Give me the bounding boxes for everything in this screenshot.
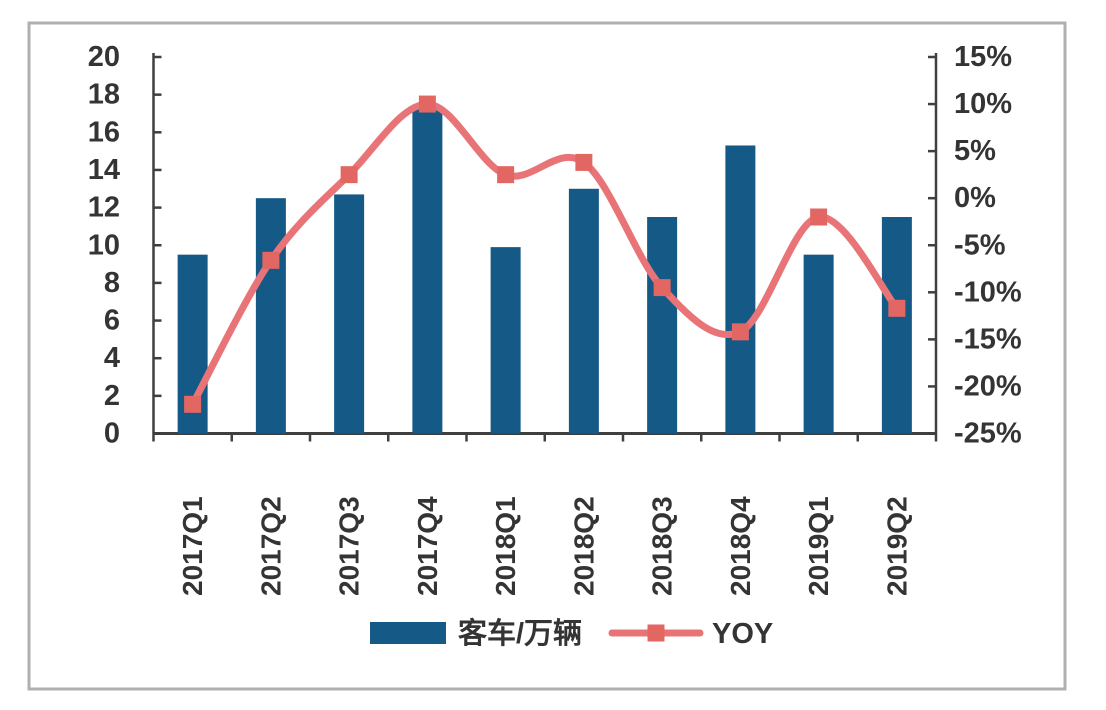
yoy-marker-2019Q2 (888, 299, 906, 317)
bar-2017Q2 (255, 198, 286, 434)
left-tick-label: 2 (104, 380, 120, 412)
yoy-marker-2017Q4 (418, 95, 436, 113)
yoy-marker-2017Q2 (262, 251, 280, 269)
bar-2019Q2 (881, 217, 912, 434)
left-tick-label: 12 (88, 192, 120, 224)
legend-yoy-label: YOY (712, 618, 773, 650)
right-tick-label: -25% (954, 418, 1022, 450)
left-tick-label: 6 (104, 305, 120, 337)
yoy-marker-2017Q3 (340, 166, 358, 184)
bar-2018Q4 (725, 145, 756, 434)
yoy-marker-2017Q1 (184, 395, 202, 413)
x-tick-label-2018Q3: 2018Q3 (647, 496, 678, 596)
left-tick-label: 8 (104, 267, 120, 299)
left-tick-label: 0 (104, 418, 120, 450)
right-tick-label: 10% (954, 88, 1012, 120)
left-tick-label: 18 (88, 79, 120, 111)
yoy-marker-2019Q1 (810, 208, 828, 226)
legend-bar-label: 客车/万辆 (458, 616, 582, 650)
x-tick-label-2017Q1: 2017Q1 (177, 496, 208, 596)
right-tick-label: -5% (954, 229, 1006, 261)
yoy-marker-2018Q1 (497, 166, 515, 184)
left-tick-label: 10 (88, 229, 120, 261)
yoy-marker-2018Q4 (731, 323, 749, 341)
bar-2017Q3 (334, 194, 365, 434)
legend-bar-swatch (370, 622, 446, 644)
left-tick-label: 4 (104, 342, 120, 374)
right-tick-label: 5% (954, 135, 996, 167)
left-tick-label: 20 (88, 41, 120, 73)
bar-2018Q2 (568, 188, 599, 434)
yoy-marker-2018Q3 (653, 279, 671, 297)
x-tick-label-2017Q2: 2017Q2 (255, 496, 286, 596)
x-tick-label-2018Q1: 2018Q1 (490, 496, 521, 596)
left-tick-label: 16 (88, 116, 120, 148)
yoy-line (189, 100, 901, 408)
x-tick-label-2018Q4: 2018Q4 (725, 496, 756, 596)
x-tick-label-2017Q4: 2017Q4 (412, 496, 443, 596)
right-tick-label: 15% (954, 41, 1012, 73)
right-tick-label: 0% (954, 182, 996, 214)
x-tick-label-2019Q1: 2019Q1 (803, 496, 834, 596)
legend-line-marker (647, 624, 665, 642)
bar-2017Q4 (412, 105, 443, 434)
x-tick-label-2019Q2: 2019Q2 (881, 496, 912, 596)
x-tick-label-2017Q3: 2017Q3 (334, 496, 365, 596)
x-tick-label-2018Q2: 2018Q2 (568, 496, 599, 596)
right-tick-label: -10% (954, 276, 1022, 308)
bar-2018Q3 (647, 217, 678, 434)
bar-2019Q1 (803, 254, 834, 434)
bar-2018Q1 (490, 247, 521, 434)
right-tick-label: -15% (954, 323, 1022, 355)
yoy-marker-2018Q2 (575, 153, 593, 171)
right-tick-label: -20% (954, 370, 1022, 402)
left-tick-label: 14 (88, 154, 120, 186)
